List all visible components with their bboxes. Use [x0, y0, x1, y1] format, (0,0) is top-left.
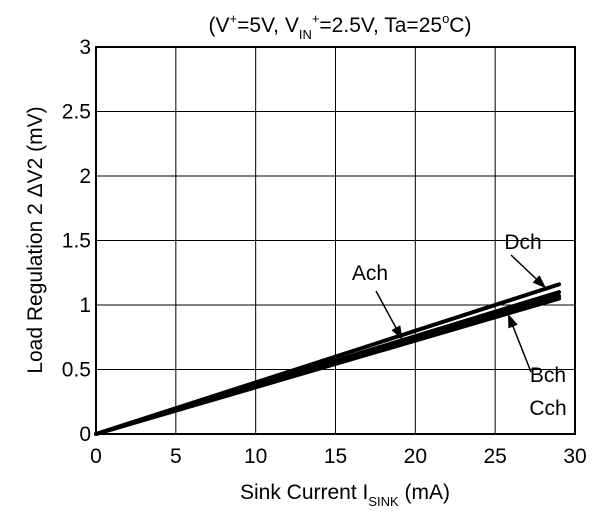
x-tick-label: 30	[563, 445, 586, 468]
y-tick-label: 2	[79, 165, 91, 188]
x-tick-label: 15	[324, 445, 347, 468]
series-line-dch	[94, 282, 562, 436]
x-tick-label: 25	[483, 445, 506, 468]
y-tick-labels: 0 0.5 1 1.5 2 2.5 3	[62, 36, 91, 446]
annotation-group: Ach Dch Bch Cch	[352, 231, 567, 420]
y-tick-label: 0.5	[62, 359, 91, 382]
y-axis-label: Load Regulation 2 ΔV2 (mV)	[24, 106, 47, 373]
chart-title: (V+=5V, VIN+=2.5V, Ta=25oC)	[209, 11, 472, 42]
x-tick-labels: 0 5 10 15 20 25 30	[90, 445, 587, 468]
annotation-label-dch: Dch	[504, 231, 541, 254]
y-tick-label: 1.5	[62, 230, 91, 253]
y-tick-label: 1	[79, 294, 91, 317]
series-group	[94, 282, 562, 436]
x-tick-label: 5	[170, 445, 182, 468]
y-tick-label: 2.5	[62, 101, 91, 124]
x-tick-label: 20	[404, 445, 427, 468]
x-tick-label: 10	[244, 445, 267, 468]
annotation-label-ach: Ach	[352, 262, 388, 285]
annotation-arrowhead-dch	[532, 275, 547, 289]
x-tick-label: 0	[90, 445, 102, 468]
plot-frame	[95, 46, 576, 435]
y-tick-label: 3	[79, 36, 91, 59]
annotation-arrowhead-bch	[507, 313, 518, 329]
annotation-label-cch: Cch	[529, 397, 566, 420]
annotation-label-bch: Bch	[530, 364, 566, 387]
x-axis-label: Sink Current ISINK (mA)	[240, 481, 450, 509]
annotation-arrowhead-ach	[391, 325, 403, 341]
y-tick-label: 0	[79, 423, 91, 446]
grid-lines	[95, 46, 576, 435]
